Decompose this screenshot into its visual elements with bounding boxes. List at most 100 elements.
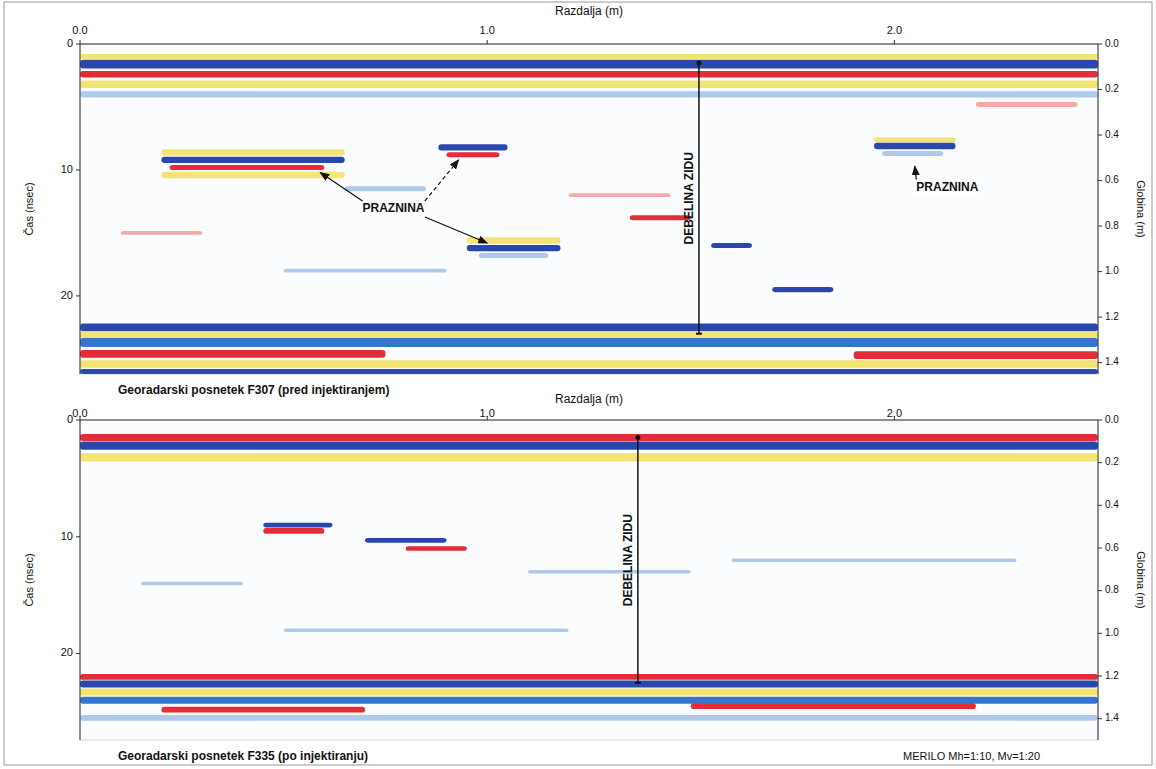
- y-tick: [76, 44, 80, 45]
- thickness-end: [696, 333, 702, 335]
- reflector: [80, 674, 1098, 680]
- y2-tick: [1098, 226, 1102, 227]
- y-tick-label: 10: [61, 530, 73, 542]
- y-axis-title: Čas (nsec): [23, 553, 35, 606]
- reflector: [170, 165, 325, 170]
- y2-tick: [1098, 44, 1102, 45]
- y2-axis-line: [1098, 420, 1099, 740]
- reflector: [854, 351, 1098, 359]
- x-tick: [80, 40, 81, 44]
- x-tick-label: 0.0: [72, 407, 87, 419]
- x-tick-label: 1.0: [480, 407, 495, 419]
- reflector: [161, 149, 344, 155]
- y-tick-label: 0: [67, 413, 73, 425]
- y2-tick: [1098, 180, 1102, 181]
- reflector: [263, 523, 332, 528]
- reflector: [80, 60, 1098, 69]
- y2-tick: [1098, 505, 1102, 506]
- reflector: [80, 81, 1098, 89]
- x-tick: [894, 40, 895, 44]
- reflector: [161, 157, 344, 163]
- y2-tick: [1098, 135, 1102, 136]
- y-tick: [76, 169, 80, 170]
- y2-tick: [1098, 317, 1102, 318]
- annotation-arrow: [320, 172, 362, 201]
- thickness-label: DEBELINA ZIDU: [621, 514, 635, 606]
- annotation-arrow: [915, 166, 917, 179]
- reflector: [263, 528, 324, 534]
- y2-tick: [1098, 462, 1102, 463]
- y2-tick-label: 0.2: [1105, 83, 1119, 94]
- x-axis-line: [80, 44, 1098, 45]
- reflector: [141, 582, 243, 586]
- reflector: [732, 558, 1017, 562]
- reflectors: [80, 434, 1098, 721]
- reflector: [772, 287, 833, 292]
- reflector: [80, 54, 1098, 59]
- y2-tick-label: 1.2: [1105, 311, 1119, 322]
- reflector: [161, 707, 365, 713]
- y-tick: [76, 295, 80, 296]
- thickness-line: [698, 63, 700, 334]
- y2-tick: [1098, 420, 1102, 421]
- y2-tick-label: 1.0: [1105, 265, 1119, 276]
- y2-tick: [1098, 590, 1102, 591]
- reflector: [80, 91, 1098, 97]
- y2-tick-label: 0.0: [1105, 38, 1119, 49]
- y-tick-label: 0: [67, 37, 73, 49]
- y2-tick-label: 0.4: [1105, 129, 1119, 140]
- figure: Razdalja (m)0.01.02.001020Čas (nsec)0.00…: [0, 0, 1156, 769]
- reflector: [80, 350, 385, 358]
- reflector: [976, 102, 1078, 107]
- y2-tick: [1098, 548, 1102, 549]
- x-axis-line: [80, 420, 1098, 421]
- reflector: [711, 243, 752, 248]
- scale-note: MERILO Mh=1:10, Mv=1:20: [903, 750, 1040, 762]
- y-tick: [76, 536, 80, 537]
- reflector: [80, 453, 1098, 461]
- thickness-end: [635, 682, 641, 684]
- reflector: [80, 71, 1098, 77]
- y-tick-label: 20: [61, 646, 73, 658]
- thickness-line: [637, 438, 639, 683]
- y2-tick: [1098, 718, 1102, 719]
- reflector: [121, 231, 202, 235]
- reflector: [569, 193, 671, 197]
- x-tick-label: 2.0: [887, 407, 902, 419]
- reflector: [80, 680, 1098, 687]
- plot-area: [80, 44, 1098, 374]
- thickness-label: DEBELINA ZIDU: [682, 152, 696, 244]
- y-axis-line: [80, 420, 81, 740]
- reflector: [479, 253, 548, 258]
- y2-tick-label: 1.0: [1105, 627, 1119, 638]
- reflector: [161, 172, 344, 178]
- x-tick-label: 2.0: [887, 24, 902, 36]
- y2-tick: [1098, 676, 1102, 677]
- reflector: [365, 538, 446, 543]
- reflector: [80, 434, 1098, 441]
- y2-tick: [1098, 271, 1102, 272]
- panel: Razdalja (m) 0.0 1.0 2.0 0 10 20 Čas (nsec) 0.0 0…: [23, 392, 1147, 763]
- panel-caption: Georadarski posnetek F335 (po injektiran…: [118, 749, 368, 763]
- y-axis-line: [80, 44, 81, 374]
- annotation-bg: [914, 179, 980, 195]
- y2-axis-line: [1098, 44, 1099, 374]
- reflector: [80, 715, 1098, 721]
- reflector: [284, 269, 447, 273]
- panel: Razdalja (m)0.01.02.001020Čas (nsec)0.00…: [23, 4, 1147, 397]
- y-tick-label: 10: [61, 163, 73, 175]
- reflector: [406, 546, 467, 551]
- y2-tick-label: 0.8: [1105, 584, 1119, 595]
- reflector: [80, 332, 1098, 338]
- x-tick-label: 1.0: [480, 24, 495, 36]
- reflector: [467, 245, 561, 251]
- reflector: [528, 570, 691, 574]
- x-axis-title: Razdalja (m): [555, 4, 623, 18]
- annotation-label: PRAZNINA: [916, 180, 978, 194]
- x-axis-title: Razdalja (m): [555, 392, 623, 406]
- reflector: [80, 697, 1098, 704]
- y2-tick-label: 0.0: [1105, 414, 1119, 425]
- reflector: [284, 628, 569, 632]
- reflector: [438, 144, 507, 150]
- thickness-end: [635, 435, 640, 440]
